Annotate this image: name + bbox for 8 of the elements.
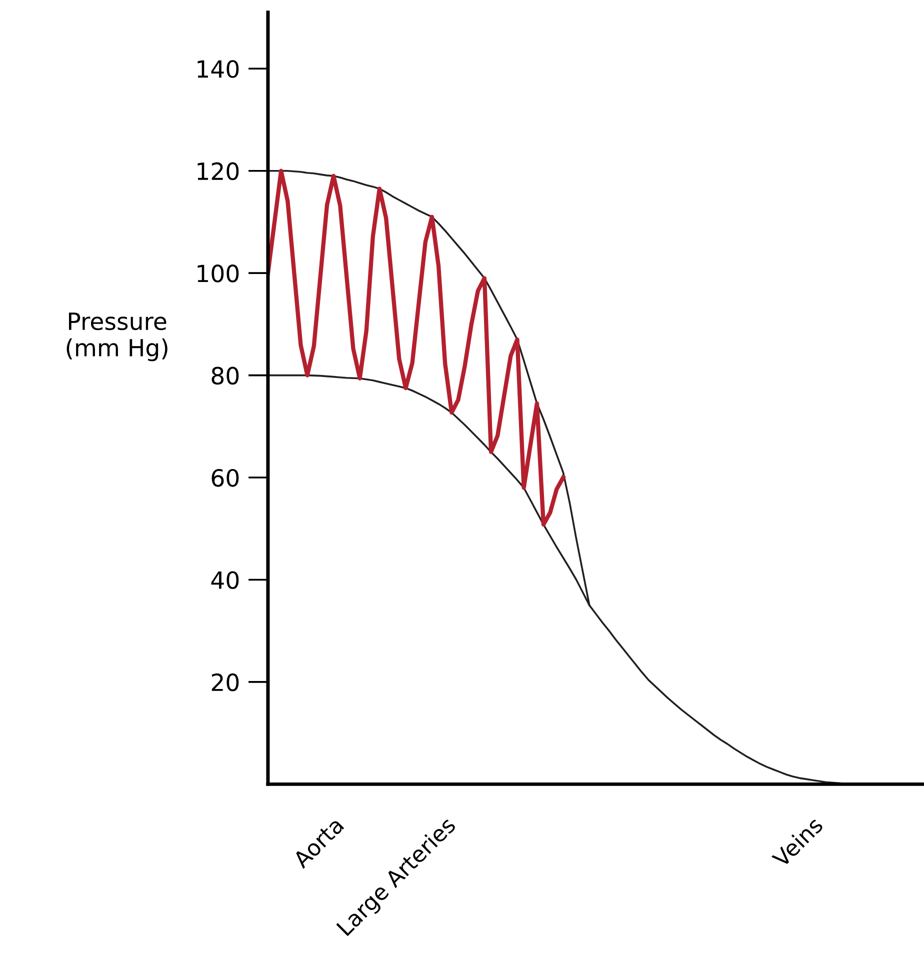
y-tick-label: 80 xyxy=(212,366,239,385)
y-axis-title: Pressure (mm Hg) xyxy=(66,312,168,362)
y-tick-label: 100 xyxy=(198,264,239,282)
y-tick-label: 40 xyxy=(211,571,239,590)
y-tick-label: 120 xyxy=(198,162,239,180)
y-tick-label: 140 xyxy=(198,60,239,78)
y-tick-label: 60 xyxy=(212,468,239,487)
y-tick-label: 20 xyxy=(212,673,239,692)
